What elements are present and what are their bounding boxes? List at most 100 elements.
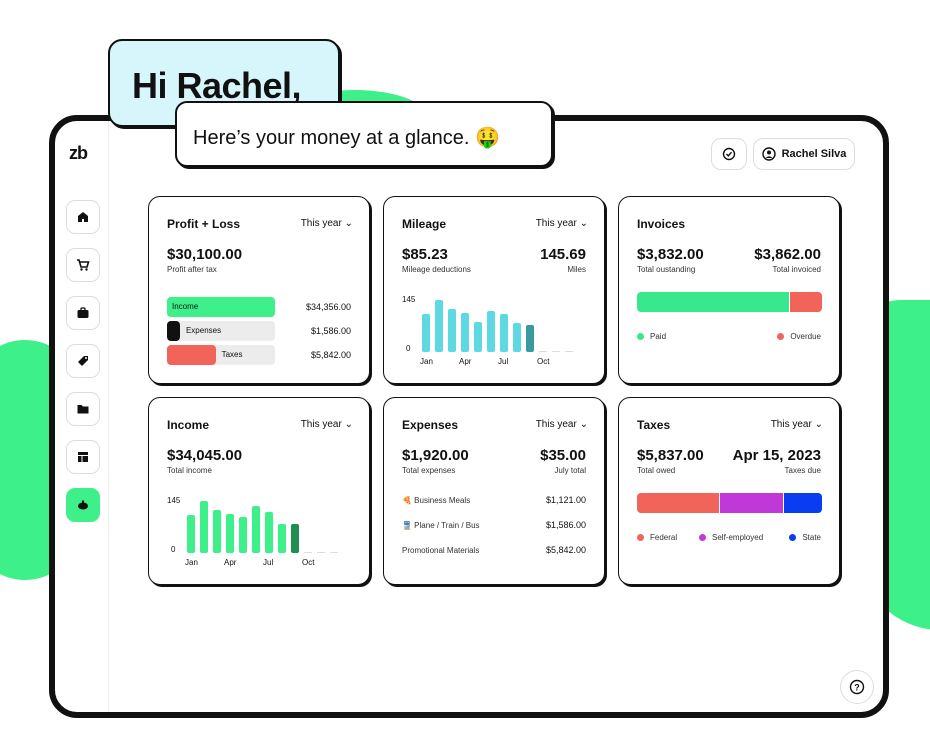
briefcase-icon: [77, 307, 89, 318]
layout-icon: [78, 452, 88, 462]
expense-item-label: Promotional Materials: [402, 546, 480, 555]
bar-may: [239, 517, 247, 553]
legend-overdue: Overdue: [777, 332, 821, 341]
card-title: Income: [167, 418, 210, 432]
bar-oct: [539, 350, 547, 352]
pl-label: Expenses: [185, 326, 222, 335]
due-date: Apr 15, 2023: [732, 447, 821, 464]
card-title: Invoices: [637, 217, 686, 231]
profit-caption: Profit after tax: [167, 265, 217, 274]
pl-value: $1,586.00: [310, 326, 351, 336]
bar-jun: [487, 310, 495, 352]
period-dropdown[interactable]: This year ⌄: [535, 419, 588, 430]
mileage-caption: Mileage deductions: [402, 265, 471, 274]
miles-amount: 145.69: [540, 246, 586, 263]
check-circle-icon: [722, 147, 736, 161]
nav-home[interactable]: [66, 200, 100, 234]
bar-jul: [265, 511, 273, 553]
state-segment: [783, 493, 822, 513]
federal-segment: [637, 493, 720, 513]
outstanding-amount: $3,832.00: [637, 246, 704, 263]
bar-aug: [278, 524, 286, 553]
pl-bar-fill: [167, 345, 216, 365]
nav-tag[interactable]: [66, 344, 100, 378]
x-tick-label: Apr: [459, 357, 472, 366]
miles-caption: Miles: [567, 265, 586, 274]
overdue-segment: [789, 292, 822, 312]
pl-value: $5,842.00: [310, 350, 351, 360]
nav-cart[interactable]: [66, 248, 100, 282]
y-tick-label: 0: [406, 344, 411, 353]
card-title: Taxes: [637, 418, 671, 432]
home-icon: [78, 212, 88, 222]
bar-aug: [513, 323, 521, 352]
piggy-bank-icon: [78, 500, 88, 510]
self-employed-segment: [720, 493, 783, 513]
taxes-card: Taxes This year ⌄ $5,837.00 Total owed A…: [618, 397, 840, 585]
pl-bar-fill: [167, 297, 275, 317]
period-dropdown[interactable]: This year ⌄: [535, 218, 588, 229]
expense-item-value: $1,121.00: [545, 495, 586, 505]
help-button[interactable]: ?: [840, 670, 874, 704]
svg-text:?: ?: [854, 683, 860, 693]
pl-label: Income: [172, 302, 199, 311]
cart-icon: [77, 259, 90, 271]
profit-loss-card: Profit + Loss This year ⌄ $30,100.00 Pro…: [148, 196, 370, 384]
chevron-down-icon: ⌄: [344, 419, 353, 430]
bar-feb: [200, 501, 208, 553]
x-tick-label: Jan: [185, 558, 198, 567]
july-amount: $35.00: [540, 447, 586, 464]
tasks-button[interactable]: [711, 138, 747, 170]
income-amount: $34,045.00: [167, 447, 243, 464]
legend-state: State: [789, 533, 821, 542]
pl-bar-expenses: Expenses: [167, 321, 275, 341]
pl-bar-income: Income: [167, 297, 275, 317]
sidebar: zb: [55, 121, 109, 712]
pl-label: Taxes: [221, 350, 243, 359]
expense-item-label: 🍕 Business Meals: [402, 496, 471, 505]
bar-mar: [448, 308, 456, 352]
bar-jan: [187, 515, 195, 553]
chevron-down-icon: ⌄: [814, 419, 823, 430]
y-tick-label: 145: [402, 295, 416, 304]
pl-bar-fill: [167, 321, 180, 341]
nav-layout[interactable]: [66, 440, 100, 474]
card-title: Profit + Loss: [167, 217, 241, 231]
user-menu-button[interactable]: Rachel Silva: [753, 138, 855, 170]
nav-folder[interactable]: [66, 392, 100, 426]
bar-apr: [226, 513, 234, 553]
x-tick-label: Jan: [420, 357, 433, 366]
chevron-down-icon: ⌄: [579, 218, 588, 229]
folder-icon: [77, 405, 89, 414]
app-window: zb Rachel Silva Profit + Loss This y: [49, 115, 889, 718]
card-title: Mileage: [402, 217, 447, 231]
expenses-card: Expenses This year ⌄ $1,920.00 Total exp…: [383, 397, 605, 585]
income-caption: Total income: [167, 466, 212, 475]
bar-apr: [461, 312, 469, 352]
tag-icon: [78, 356, 88, 366]
expense-item-label: 🚆 Plane / Train / Bus: [402, 521, 480, 530]
bar-jul: [500, 314, 508, 352]
legend-self-employed: Self-employed: [699, 533, 763, 542]
card-title: Expenses: [402, 418, 459, 432]
y-tick-label: 145: [167, 496, 181, 505]
period-dropdown[interactable]: This year ⌄: [770, 419, 823, 430]
nav-briefcase[interactable]: [66, 296, 100, 330]
income-card: Income This year ⌄ $34,045.00 Total inco…: [148, 397, 370, 585]
bar-sep: [526, 325, 534, 352]
bar-nov: [317, 551, 325, 553]
logo: zb: [69, 143, 88, 163]
bar-feb: [435, 300, 443, 352]
taxes-amount: $5,837.00: [637, 447, 704, 464]
chevron-down-icon: ⌄: [344, 218, 353, 229]
x-tick-label: Oct: [537, 357, 550, 366]
period-dropdown[interactable]: This year ⌄: [300, 419, 353, 430]
help-icon: ?: [849, 679, 865, 695]
bar-jun: [252, 506, 260, 553]
period-dropdown[interactable]: This year ⌄: [300, 218, 353, 229]
expense-item-value: $1,586.00: [545, 520, 586, 530]
paid-segment: [637, 292, 789, 312]
nav-savings[interactable]: [66, 488, 100, 522]
july-caption: July total: [554, 466, 586, 475]
expenses-amount: $1,920.00: [402, 447, 469, 464]
